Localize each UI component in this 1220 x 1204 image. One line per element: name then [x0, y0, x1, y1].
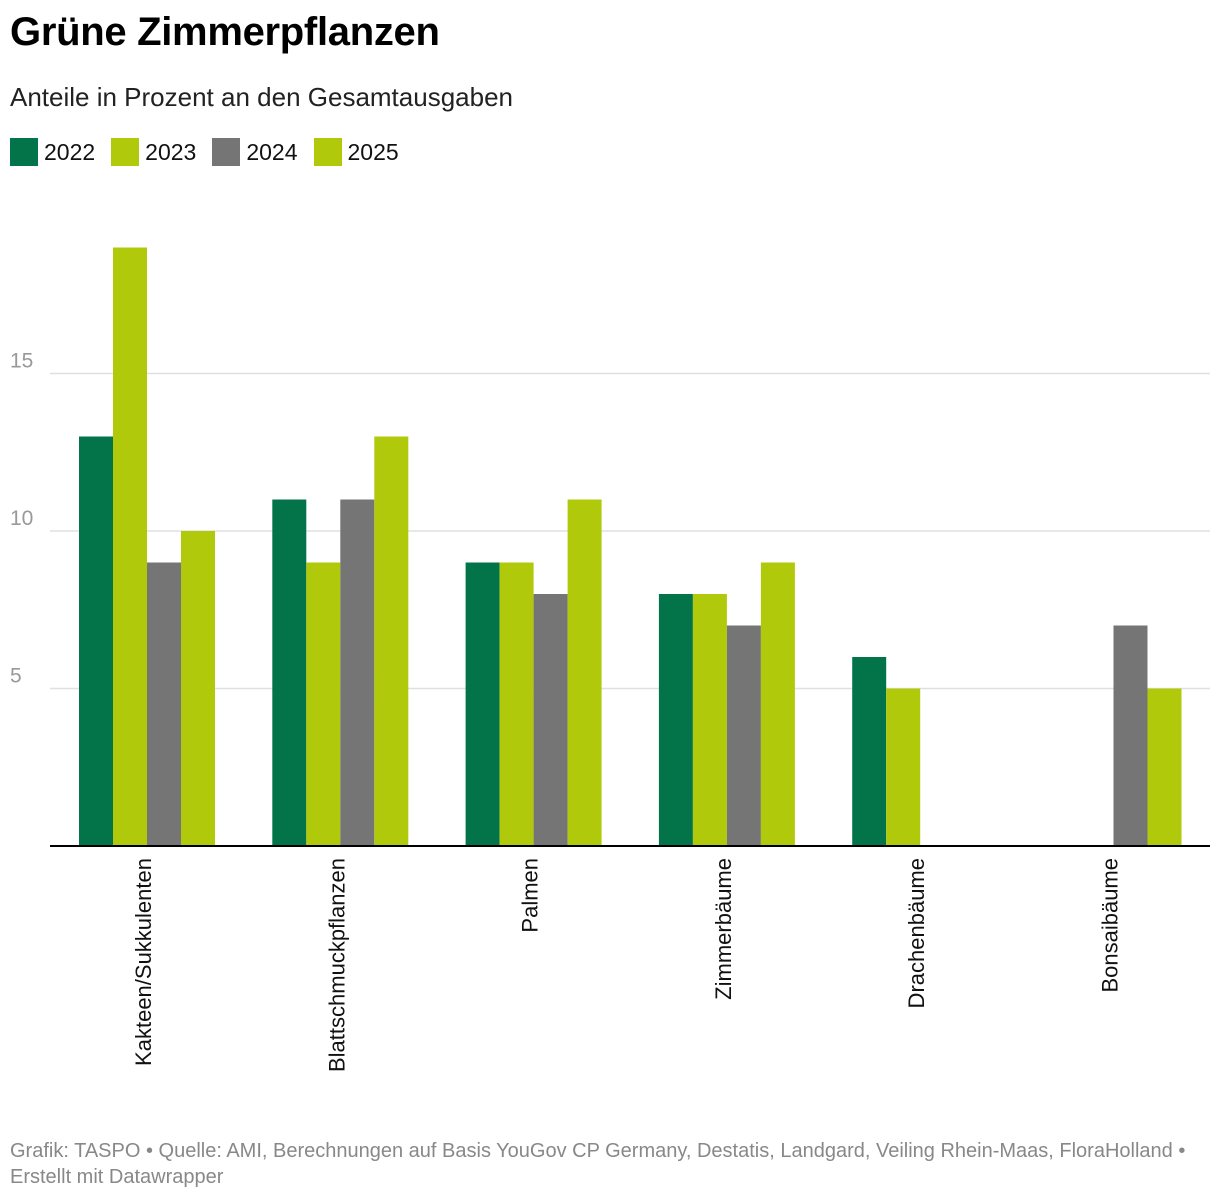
bar-2025: [181, 531, 215, 846]
bar-2024: [340, 499, 375, 846]
x-category-label: Bonsaibäume: [1098, 858, 1123, 993]
legend-swatch-2024: [212, 138, 241, 166]
legend-swatch-2025: [313, 138, 342, 166]
legend-label-2023: 2023: [145, 138, 197, 165]
legend-swatch-2022: [10, 138, 38, 166]
bar-chart: 5 10 15 Kakteen/Sukkulenten Blattschmuckpfla…: [10, 247, 1210, 1072]
legend-item-2023: 2023: [111, 138, 196, 166]
y-tick-label: 10: [10, 507, 33, 530]
bar-2025: [374, 436, 409, 846]
y-tick-label: 15: [10, 350, 33, 373]
bar-2025: [567, 499, 602, 846]
bar-2023: [692, 594, 727, 846]
source-footer: Grafik: TASPO • Quelle: AMI, Berechnunge…: [10, 1140, 1186, 1188]
legend-swatch-2023: [111, 138, 140, 166]
legend-item-2025: 2025: [313, 138, 399, 166]
bar-2025: [1147, 688, 1182, 846]
bar-2024: [1113, 625, 1148, 846]
legend: 2022 2023 2024 2025: [10, 138, 415, 166]
y-tick-label: 5: [10, 665, 22, 688]
legend-label-2025: 2025: [347, 138, 399, 165]
legend-label-2022: 2022: [44, 138, 96, 165]
bar-2022: [658, 594, 693, 846]
bar-2022: [79, 436, 113, 846]
x-category-label: Blattschmuckpflanzen: [324, 858, 349, 1072]
bar-2025: [760, 562, 795, 846]
bar-2024: [726, 625, 761, 846]
bar-2024: [147, 562, 181, 846]
bar-2023: [113, 247, 147, 846]
bar-2023: [886, 688, 921, 846]
chart-subtitle: Anteile in Prozent an den Gesamtausgaben: [10, 82, 514, 112]
bar-2022: [272, 499, 307, 846]
legend-item-2024: 2024: [212, 138, 298, 166]
legend-label-2024: 2024: [246, 138, 298, 165]
x-category-label: Kakteen/Sukkulenten: [131, 858, 156, 1066]
bar-2022: [465, 562, 500, 846]
legend-item-2022: 2022: [10, 138, 95, 166]
x-category-label: Palmen: [518, 858, 543, 933]
bar-2023: [499, 562, 534, 846]
bar-2022: [852, 657, 887, 846]
x-category-label: Zimmerbäume: [711, 858, 736, 1000]
bar-2024: [533, 594, 568, 846]
x-category-label: Drachenbäume: [904, 858, 929, 1008]
bar-2023: [306, 562, 341, 846]
chart-title: Grüne Zimmerpflanzen: [10, 10, 440, 54]
